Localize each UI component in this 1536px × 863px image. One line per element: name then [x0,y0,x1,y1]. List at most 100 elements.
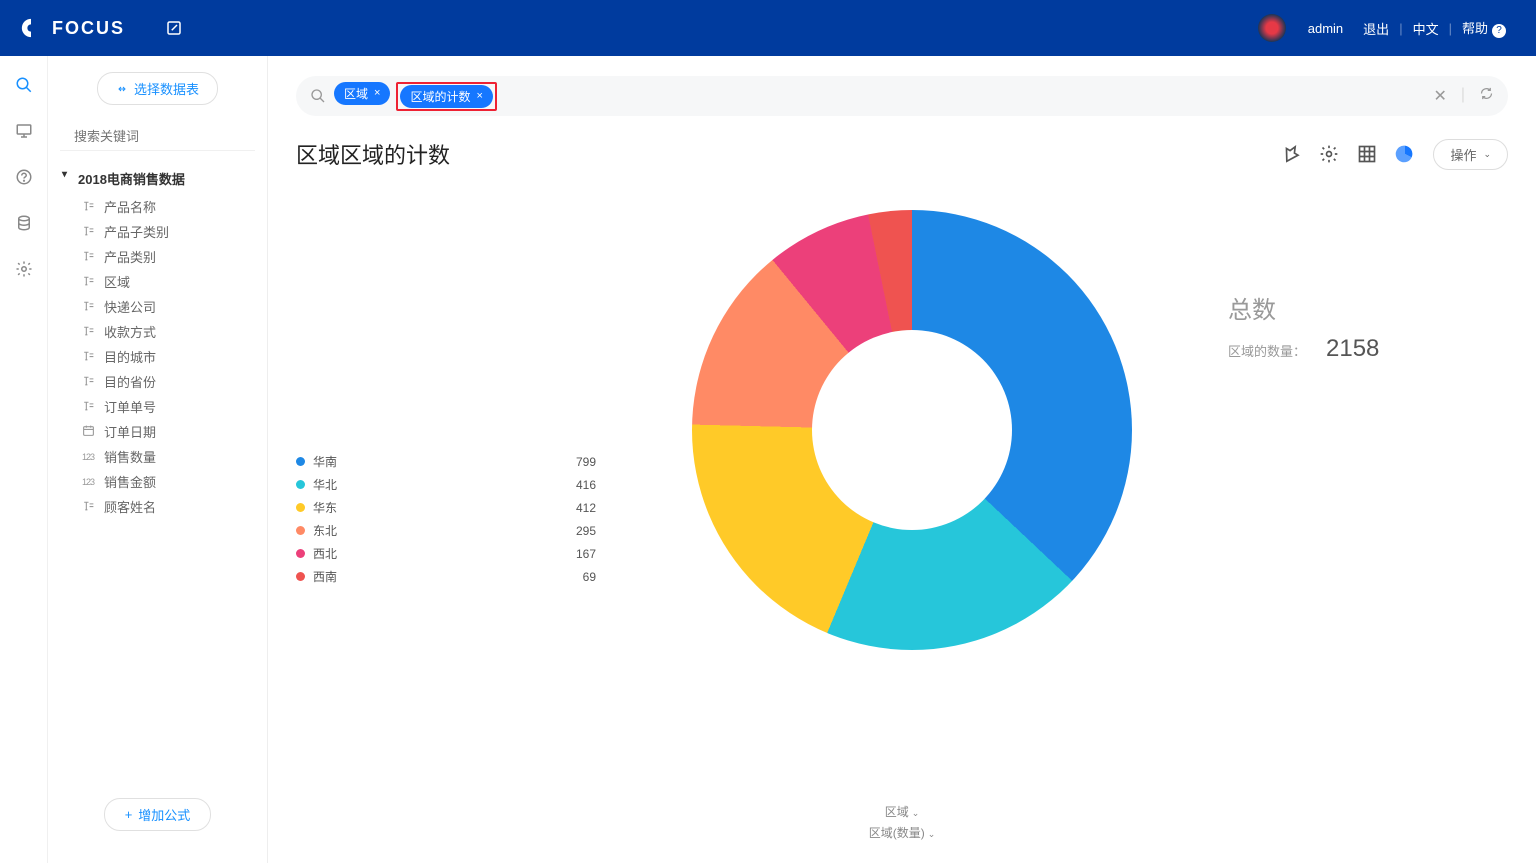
field-type-icon [82,199,96,215]
chip-remove-icon[interactable]: × [476,90,482,102]
dimension-selector-1[interactable]: 区域⌄ [867,801,938,822]
legend-value: 412 [576,501,596,515]
field-item[interactable]: 收款方式 [60,319,255,344]
field-item[interactable]: 产品名称 [60,194,255,219]
search-nav-icon[interactable] [15,76,33,94]
query-chip[interactable]: 区域的计数 × [400,85,492,108]
total-value: 2158 [1326,335,1379,363]
plus-icon: + [125,807,133,822]
gear-icon[interactable] [1319,144,1339,164]
legend-color-dot [296,503,305,512]
help-link[interactable]: 帮助? [1452,18,1516,38]
chip-label: 区域的计数 [410,88,470,105]
pie-chart-icon[interactable] [1395,144,1415,164]
field-item[interactable]: 订单日期 [60,419,255,444]
legend-color-dot [296,549,305,558]
field-item[interactable]: 订单单号 [60,394,255,419]
field-type-icon [82,224,96,240]
header-right: admin 退出 | 中文 | 帮助? [1258,14,1516,42]
logo-icon [20,17,42,39]
lang-link[interactable]: 中文 [1403,19,1449,38]
brand-logo[interactable]: FOCUS [20,17,125,39]
brand-text: FOCUS [52,18,125,39]
legend-name: 华北 [313,476,576,493]
table-icon[interactable] [1357,144,1377,164]
chevron-down-icon: ⌄ [912,808,920,818]
chevron-down-icon: ⌄ [1483,149,1491,160]
field-type-icon [82,399,96,415]
field-label: 顾客姓名 [104,497,156,516]
chip-label: 区域 [344,85,368,102]
field-type-icon: 123 [82,476,96,488]
field-type-icon [82,374,96,390]
field-label: 产品类别 [104,247,156,266]
field-label: 订单单号 [104,397,156,416]
field-item[interactable]: 顾客姓名 [60,494,255,519]
database-nav-icon[interactable] [15,214,33,232]
chevron-down-icon: ⌄ [928,829,936,839]
field-type-icon [82,349,96,365]
search-icon [310,88,326,104]
pin-icon[interactable] [1281,144,1301,164]
page-title: 区域区域的计数 [296,138,450,170]
field-item[interactable]: 123销售金额 [60,469,255,494]
legend-item[interactable]: 西南69 [296,565,596,588]
legend-item[interactable]: 华东412 [296,496,596,519]
legend-name: 西南 [313,568,583,585]
field-item[interactable]: 目的城市 [60,344,255,369]
link-icon [116,83,128,95]
dataset-title[interactable]: 2018电商销售数据 [60,163,255,194]
field-item[interactable]: 产品子类别 [60,219,255,244]
legend-color-dot [296,526,305,535]
chip-remove-icon[interactable]: × [374,87,380,99]
avatar[interactable] [1258,14,1286,42]
field-item[interactable]: 区域 [60,269,255,294]
field-item[interactable]: 123销售数量 [60,444,255,469]
chart-footer-dims: 区域⌄ 区域(数量)⌄ [867,801,938,843]
help-nav-icon[interactable] [15,168,33,186]
field-type-icon [82,324,96,340]
field-type-icon [82,499,96,515]
refresh-icon[interactable] [1479,86,1494,106]
edit-icon[interactable] [165,19,183,37]
field-label: 订单日期 [104,422,156,441]
field-item[interactable]: 目的省份 [60,369,255,394]
help-icon: ? [1492,24,1506,38]
field-label: 目的省份 [104,372,156,391]
app-header: FOCUS admin 退出 | 中文 | 帮助? [0,0,1536,56]
legend-item[interactable]: 华南799 [296,450,596,473]
logout-link[interactable]: 退出 [1353,19,1399,38]
operations-button[interactable]: 操作⌄ [1433,139,1508,170]
field-type-icon [82,249,96,265]
query-chip[interactable]: 区域 × [334,82,390,105]
field-label: 区域 [104,272,130,291]
field-label: 产品子类别 [104,222,169,241]
field-item[interactable]: 快递公司 [60,294,255,319]
username[interactable]: admin [1298,21,1353,36]
count-label: 区域的数量： [1228,341,1306,360]
legend-item[interactable]: 华北416 [296,473,596,496]
legend-name: 华东 [313,499,576,516]
field-label: 目的城市 [104,347,156,366]
total-label: 总数 [1228,290,1508,325]
divider: | [1461,86,1465,106]
add-formula-button[interactable]: + 增加公式 [104,798,212,831]
legend-color-dot [296,457,305,466]
field-label: 快递公司 [104,297,156,316]
field-search [60,123,255,151]
legend-color-dot [296,480,305,489]
dimension-selector-2[interactable]: 区域(数量)⌄ [867,822,938,843]
clear-icon[interactable]: ✕ [1433,86,1446,106]
select-datasource-button[interactable]: 选择数据表 [97,72,218,105]
query-bar: 区域 × 区域的计数 × ✕ | [296,76,1508,116]
field-item[interactable]: 产品类别 [60,244,255,269]
chart-summary: 总数 区域的数量： 2158 [1228,210,1508,750]
settings-nav-icon[interactable] [15,260,33,278]
legend-item[interactable]: 东北295 [296,519,596,542]
legend-name: 西北 [313,545,576,562]
field-type-icon [82,274,96,290]
presentation-nav-icon[interactable] [15,122,33,140]
field-label: 收款方式 [104,322,156,341]
legend-item[interactable]: 西北167 [296,542,596,565]
field-search-input[interactable] [74,129,250,144]
